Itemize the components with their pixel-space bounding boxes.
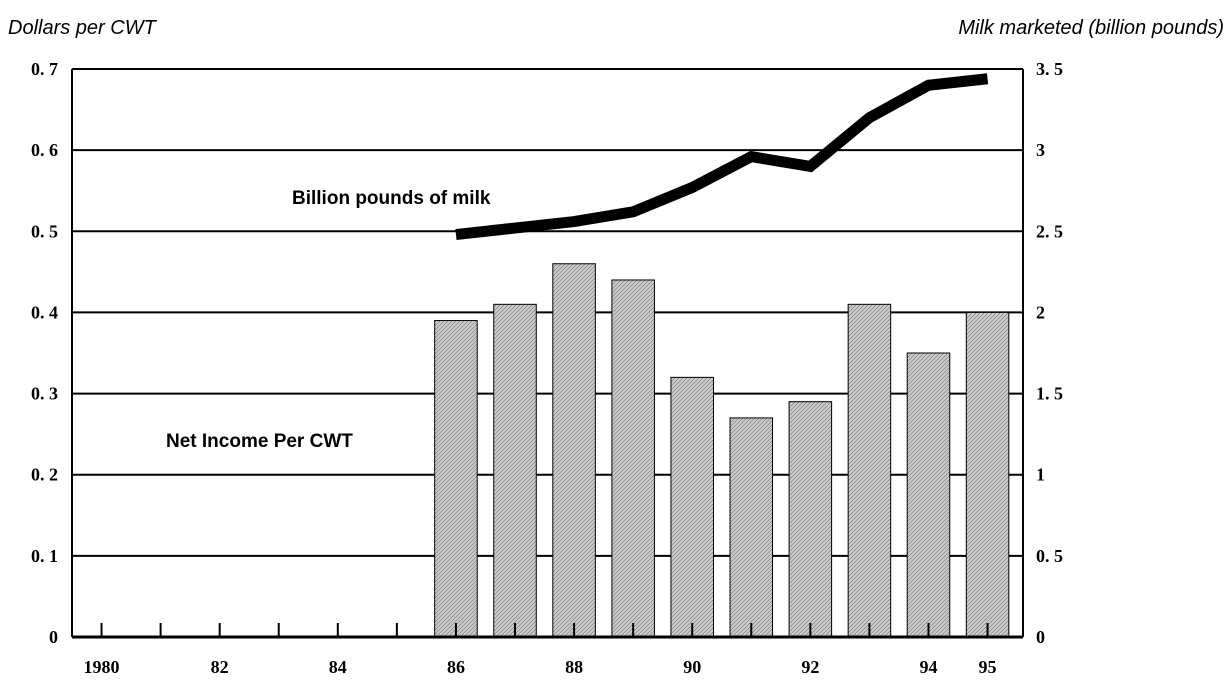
x-tick-label: 95	[979, 657, 997, 677]
left-tick-label: 0. 4	[31, 302, 58, 322]
x-tick-label: 82	[211, 657, 229, 677]
right-tick-label: 1. 5	[1036, 384, 1063, 404]
right-tick-label: 2. 5	[1036, 221, 1063, 241]
bar-1988	[552, 263, 596, 638]
right-axis-title: Milk marketed (billion pounds)	[958, 17, 1224, 39]
bar-series-label: Net Income Per CWT	[166, 431, 353, 452]
x-axis-ticks: 1980 82 84 86 88 90 92 94 95	[84, 623, 997, 677]
milk-series-line	[455, 73, 989, 240]
right-tick-label: 2	[1036, 302, 1045, 322]
right-tick-labels: 0 0. 5 1 1. 5 2 2. 5 3 3. 5	[1036, 59, 1063, 647]
x-tick-label: 88	[565, 657, 583, 677]
right-tick-label: 0	[1036, 627, 1045, 647]
x-tick-label: 84	[329, 657, 347, 677]
left-tick-label: 0. 2	[31, 465, 58, 485]
bar-1994	[906, 352, 951, 638]
bar-1992	[788, 401, 833, 638]
bar-1991	[729, 417, 774, 638]
left-tick-label: 0. 3	[31, 384, 58, 404]
plot-frame	[71, 68, 1024, 639]
left-tick-label: 0. 7	[31, 59, 58, 79]
bar-1987	[493, 303, 537, 638]
right-tick-label: 0. 5	[1036, 546, 1063, 566]
bar-1986	[434, 320, 478, 638]
bar-1995	[965, 311, 1010, 638]
bar-1989	[611, 279, 655, 638]
left-tick-labels: 0 0. 1 0. 2 0. 3 0. 4 0. 5 0. 6 0. 7	[31, 59, 58, 647]
left-tick-label: 0. 6	[31, 140, 58, 160]
bars	[434, 263, 1010, 638]
milk-line	[455, 73, 989, 240]
left-tick-label: 0. 1	[31, 546, 58, 566]
x-tick-label: 92	[801, 657, 819, 677]
left-tick-label: 0. 5	[31, 221, 58, 241]
x-tick-label: 94	[919, 657, 937, 677]
x-tick-label: 90	[683, 657, 701, 677]
left-axis-title: Dollars per CWT	[8, 17, 158, 39]
right-tick-label: 1	[1036, 465, 1045, 485]
right-tick-label: 3. 5	[1036, 59, 1063, 79]
left-tick-label: 0	[49, 627, 58, 647]
x-tick-label: 86	[447, 657, 465, 677]
line-series-label: Billion pounds of milk	[292, 188, 491, 209]
x-tick-label: 1980	[84, 657, 120, 677]
right-tick-label: 3	[1036, 140, 1045, 160]
bar-1990	[670, 376, 714, 638]
bar-1993	[847, 303, 892, 638]
